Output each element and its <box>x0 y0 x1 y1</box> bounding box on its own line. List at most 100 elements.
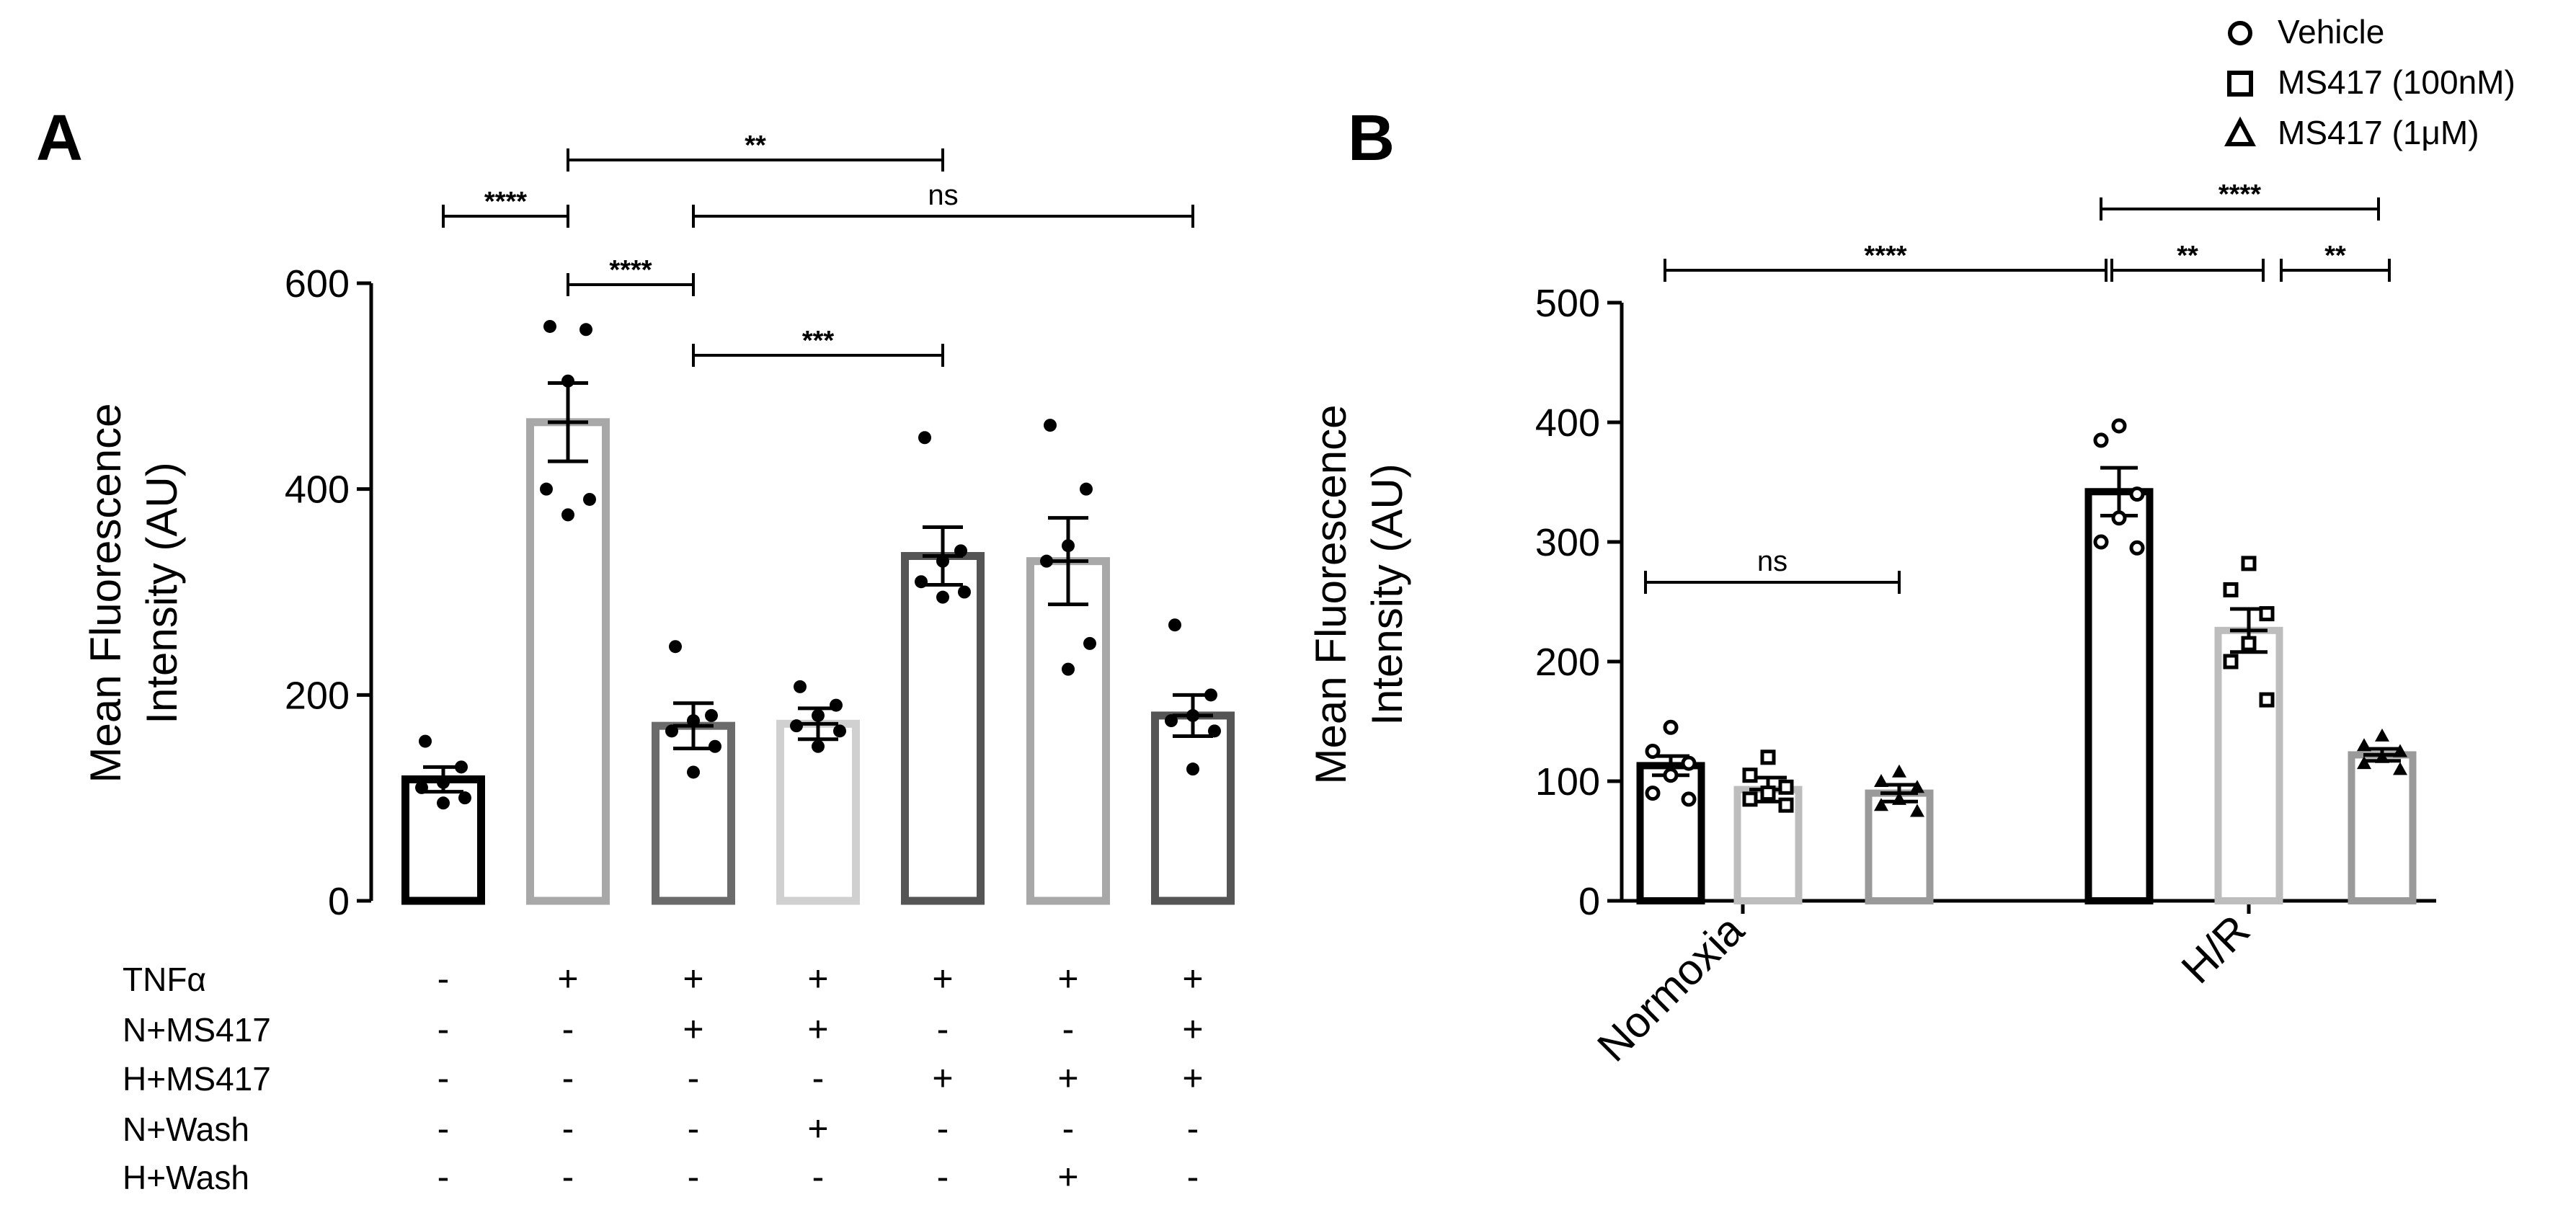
legend-label: MS417 (100nM) <box>2278 63 2515 101</box>
panel-b-data-point <box>2393 762 2407 775</box>
panel-a-treatment-sign: - <box>438 1108 450 1149</box>
panel-b-y-tick-label: 500 <box>1535 282 1600 325</box>
panel-b-y-axis-title-line: Intensity (AU) <box>1363 463 1411 725</box>
panel-a-y-tick-label: 600 <box>285 262 350 306</box>
panel-b-data-point <box>1663 768 1679 783</box>
panel-a-treatment-sign: - <box>562 1009 574 1049</box>
panel-b-y-tick-label: 100 <box>1535 760 1600 804</box>
panel-a-data-point <box>709 739 721 753</box>
panel-a-treatment-sign: - <box>812 1058 825 1098</box>
panel-b-bar <box>2348 751 2417 904</box>
panel-a-treatment-sign: - <box>562 1058 574 1098</box>
legend-label: Vehicle <box>2278 13 2384 50</box>
panel-a-data-point <box>830 698 843 712</box>
panel-a-treatment-sign: - <box>1187 1157 1199 1197</box>
panel-a-treatment-sign: + <box>557 958 578 999</box>
panel-a-treatment-sign: + <box>807 1009 828 1049</box>
panel-a-bar <box>652 721 735 905</box>
panel-a-treatment-sign: - <box>812 1157 825 1197</box>
panel-b-group-label: H/R <box>2172 906 2259 992</box>
panel-a-data-point <box>669 640 682 654</box>
panel-b-group-label: Normoxia <box>1588 905 1753 1070</box>
panel-a-data-point <box>1044 419 1057 432</box>
panel-a-data-point <box>540 482 553 496</box>
panel-b-data-point <box>2093 534 2109 550</box>
panel-b-data-point <box>1778 779 1794 795</box>
panel-a-significance-label: ** <box>745 130 766 161</box>
legend-item: Vehicle <box>2228 13 2384 50</box>
panel-a-data-point <box>936 554 949 568</box>
panel-a-data-point <box>415 780 428 794</box>
panel-a-data-point <box>915 575 928 589</box>
panel-a-treatment-sign: + <box>683 958 703 999</box>
panel-a-treatment-sign: + <box>1057 1058 1078 1098</box>
panel-a-letter: A <box>36 102 83 174</box>
panel-b-data-point <box>1892 764 1906 778</box>
panel-a-data-point <box>543 319 556 333</box>
panel-a-treatment-sign: + <box>807 1108 828 1149</box>
panel-a-treatment-sign: - <box>688 1108 700 1149</box>
panel-b-data-point <box>2223 582 2239 597</box>
panel-b-data-point <box>2393 744 2407 757</box>
panel-a-data-point <box>1168 618 1181 632</box>
panel-a-data-point <box>665 724 678 738</box>
panel-a-treatment-sign: - <box>438 1058 450 1098</box>
panel-b-data-point <box>2259 692 2275 708</box>
panel-a-treatment-sign: - <box>1062 1009 1075 1049</box>
panel-a-treatment-sign: - <box>937 1009 949 1049</box>
legend-square-icon <box>2227 71 2253 97</box>
panel-a-data-point <box>812 708 825 722</box>
panel-a-data-point <box>687 714 700 728</box>
panel-b-data-point <box>1663 719 1679 735</box>
panel-a-data-point <box>1080 482 1093 496</box>
panel-a-bar <box>901 552 985 905</box>
panel-a-treatment-sign: - <box>937 1108 949 1149</box>
panel-b-data-point <box>1874 774 1888 787</box>
panel-a-treatment-sign: + <box>807 958 828 999</box>
panel-b-data-point <box>2111 418 2127 434</box>
panel-a-data-point <box>1062 662 1075 676</box>
panel-a-data-point <box>936 590 949 604</box>
panel-b-data-point <box>1742 791 1758 807</box>
panel-b-significance-label: **** <box>1864 241 1906 271</box>
panel-a-data-point <box>437 775 450 789</box>
panel-b-data-point <box>1645 744 1661 759</box>
panel-a-data-point <box>437 796 450 810</box>
panel-a-data-point <box>1186 762 1199 776</box>
panel-b-y-tick-label: 300 <box>1535 521 1600 564</box>
panel-b: Mean Fluorescence Intensity (AU) 0 100 200 30… <box>1307 13 2515 1071</box>
panel-a-y-tick-label: 0 <box>328 880 350 923</box>
panel-a-treatment-sign: + <box>1182 1058 1203 1098</box>
panel-a-data-point <box>918 431 931 445</box>
panel-b-data-point <box>2241 556 2257 571</box>
panel-a-treatment-sign: - <box>438 958 450 999</box>
panel-a-data-point <box>812 739 825 753</box>
panel-b-data-point <box>1760 786 1776 801</box>
panel-a-bar <box>526 418 610 905</box>
panel-a-significance-label: **** <box>609 255 652 285</box>
panel-b-data-point <box>2111 510 2127 526</box>
panel-b-data-point <box>2375 749 2389 763</box>
panel-a-treatment-sign: - <box>562 1108 574 1149</box>
panel-b-significance-label: **** <box>2219 179 2261 210</box>
panel-b-data-point <box>1874 798 1888 811</box>
panel-b-data-point <box>1892 791 1906 805</box>
panel-a-treatment-sign: - <box>1062 1108 1075 1149</box>
panel-a-data-point <box>1062 539 1075 553</box>
panel-b-letter: B <box>1348 102 1395 174</box>
panel-a-treatment-sign: - <box>438 1009 450 1049</box>
panel-a-data-point <box>561 508 574 522</box>
panel-a-significance-label: *** <box>802 326 835 356</box>
panel-b-data-point <box>2375 728 2389 742</box>
panel-a-bar <box>1151 711 1235 905</box>
panel-a-data-point <box>579 323 592 337</box>
panel-b-data-point <box>2129 540 2145 556</box>
panel-b-data-point <box>2259 606 2275 622</box>
panel-b-significance-label: ** <box>2324 241 2346 271</box>
panel-a-treatment-sign: + <box>683 1009 703 1049</box>
panel-a-data-point <box>1204 688 1217 702</box>
panel-a-bar <box>1026 557 1110 905</box>
panel-a-treatment-label: N+MS417 <box>123 1011 271 1049</box>
panel-a-treatment-sign: - <box>1187 1108 1199 1149</box>
panel-b-data-point <box>2129 486 2145 502</box>
